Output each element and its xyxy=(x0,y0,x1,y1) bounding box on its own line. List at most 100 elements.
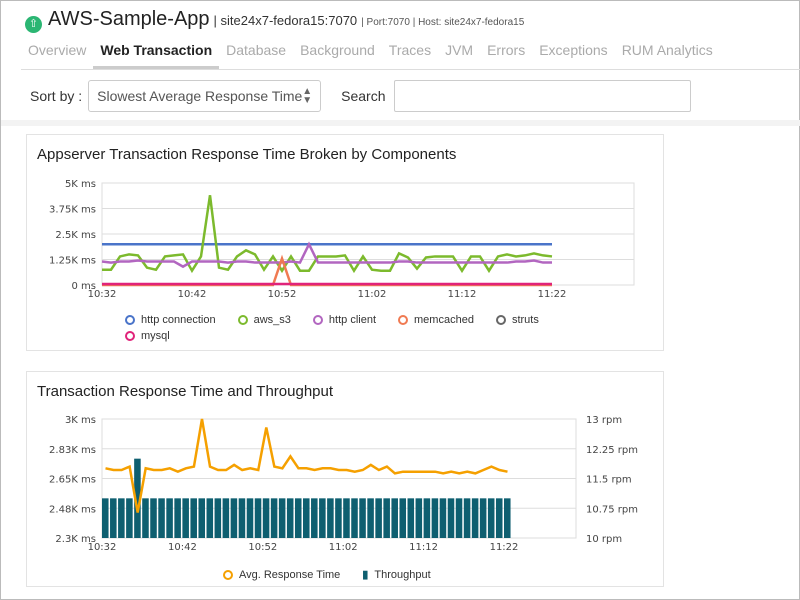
throughput-bar xyxy=(222,498,230,538)
search-input[interactable] xyxy=(393,80,691,112)
y-right-tick-label: 10.75 rpm xyxy=(586,504,638,515)
tab-rum-analytics[interactable]: RUM Analytics xyxy=(621,42,713,58)
legend-label: memcached xyxy=(414,314,474,326)
throughput-bar xyxy=(238,498,246,538)
throughput-bar xyxy=(110,498,117,538)
app-header: ⇧ AWS-Sample-App | site24x7-fedora15:707… xyxy=(25,8,525,33)
throughput-bar xyxy=(471,498,479,538)
throughput-bar xyxy=(343,498,350,538)
throughput-bar xyxy=(230,498,238,538)
x-tick-label: 11:12 xyxy=(448,289,477,300)
tab-web-transaction[interactable]: Web Transaction xyxy=(93,39,220,69)
throughput-bar xyxy=(286,498,294,538)
bar-marker-icon: ▮ xyxy=(362,569,369,581)
legend-item[interactable]: aws_s3 xyxy=(237,314,291,326)
x-tick-label: 11:02 xyxy=(358,289,387,300)
throughput-bar xyxy=(367,498,374,538)
x-tick-label: 11:22 xyxy=(538,289,567,300)
tab-jvm[interactable]: JVM xyxy=(445,42,474,58)
legend-label: http client xyxy=(328,314,377,326)
y-tick-label: 3.75K ms xyxy=(49,205,96,216)
throughput-bar xyxy=(463,498,471,538)
y-tick-label: 2.5K ms xyxy=(55,230,96,241)
y-left-tick-label: 2.3K ms xyxy=(55,534,96,545)
throughput-bar xyxy=(278,498,286,538)
throughput-chart-card: Transaction Response Time and Throughput… xyxy=(26,371,664,587)
legend-marker-icon xyxy=(237,315,248,325)
y-right-tick-label: 10 rpm xyxy=(586,534,622,545)
up-arrow-icon: ⇧ xyxy=(25,16,42,33)
throughput-bar xyxy=(479,498,487,538)
tab-bar: Overview Web Transaction Database Backgr… xyxy=(21,39,800,70)
throughput-bar xyxy=(391,498,398,538)
tab-traces[interactable]: Traces xyxy=(388,42,432,58)
legend-item[interactable]: memcached xyxy=(398,314,474,326)
tab-background[interactable]: Background xyxy=(300,42,375,58)
throughput-bar xyxy=(359,498,366,538)
chart-title: Appserver Transaction Response Time Brok… xyxy=(37,146,457,163)
throughput-bar xyxy=(134,458,141,538)
throughput-bar xyxy=(254,498,262,538)
legend-item[interactable]: struts xyxy=(495,314,539,326)
y-left-tick-label: 2.83K ms xyxy=(49,445,96,456)
legend-label: http connection xyxy=(141,314,216,326)
sort-label: Sort by : xyxy=(30,88,83,104)
throughput-bar xyxy=(214,498,222,538)
throughput-bar xyxy=(206,498,214,538)
line-marker-icon xyxy=(223,569,233,580)
x-tick-label: 11:02 xyxy=(329,542,358,553)
throughput-bar xyxy=(246,498,254,538)
throughput-bar xyxy=(504,498,511,538)
instance-details: | Port:7070 | Host: site24x7-fedora15 xyxy=(361,17,525,28)
legend-item[interactable]: mysql xyxy=(125,330,170,342)
response-time-line xyxy=(105,418,508,513)
throughput-bar xyxy=(319,498,326,538)
legend-item[interactable]: ▮ Throughput xyxy=(362,568,431,582)
tab-exceptions[interactable]: Exceptions xyxy=(539,42,608,58)
throughput-bar xyxy=(431,498,439,538)
x-tick-label: 11:12 xyxy=(409,542,438,553)
y-right-tick-label: 12.25 rpm xyxy=(586,445,638,456)
throughput-bar xyxy=(311,498,318,538)
throughput-bar xyxy=(383,498,390,538)
throughput-bar xyxy=(102,498,109,538)
components-chart-card: Appserver Transaction Response Time Brok… xyxy=(26,134,664,351)
legend-item[interactable]: http connection xyxy=(125,314,216,326)
x-tick-label: 10:42 xyxy=(168,542,197,553)
throughput-bar xyxy=(190,498,197,538)
throughput-bar xyxy=(407,498,415,538)
x-tick-label: 10:42 xyxy=(178,289,207,300)
chart-legend: Avg. Response Time ▮ Throughput xyxy=(223,568,431,581)
throughput-bar xyxy=(439,498,447,538)
throughput-bar xyxy=(150,498,157,538)
search-label: Search xyxy=(341,88,386,104)
y-tick-label: 5K ms xyxy=(65,179,96,190)
legend-item[interactable]: http client xyxy=(312,314,377,326)
tab-errors[interactable]: Errors xyxy=(487,42,526,58)
throughput-bar xyxy=(327,498,334,538)
throughput-bar xyxy=(182,498,189,538)
tab-overview[interactable]: Overview xyxy=(28,42,87,58)
throughput-bar xyxy=(126,498,133,538)
series-line-http-client xyxy=(101,241,552,269)
legend-marker-icon xyxy=(125,331,135,341)
sort-select[interactable]: Slowest Average Response Time ▲ ▼ xyxy=(88,80,322,112)
throughput-bar xyxy=(118,498,125,538)
sort-arrows-icon: ▲ ▼ xyxy=(302,86,313,106)
throughput-bar xyxy=(303,498,310,538)
y-left-tick-label: 2.48K ms xyxy=(49,504,96,515)
y-right-tick-label: 13 rpm xyxy=(586,415,622,426)
divider xyxy=(1,120,800,126)
tab-database[interactable]: Database xyxy=(226,42,287,58)
chart-title: Transaction Response Time and Throughput xyxy=(37,383,334,400)
y-tick-label: 1.25K ms xyxy=(49,256,96,267)
app-title: AWS-Sample-App xyxy=(48,8,210,30)
throughput-bar xyxy=(447,498,455,538)
throughput-bar xyxy=(423,498,431,538)
x-tick-label: 11:22 xyxy=(490,542,519,553)
y-left-tick-label: 3K ms xyxy=(65,415,96,426)
y-tick-label: 0 ms xyxy=(72,281,97,292)
legend-item[interactable]: Avg. Response Time xyxy=(223,568,340,581)
legend-marker-icon xyxy=(312,315,323,325)
series-line-aws_s3 xyxy=(102,195,553,274)
